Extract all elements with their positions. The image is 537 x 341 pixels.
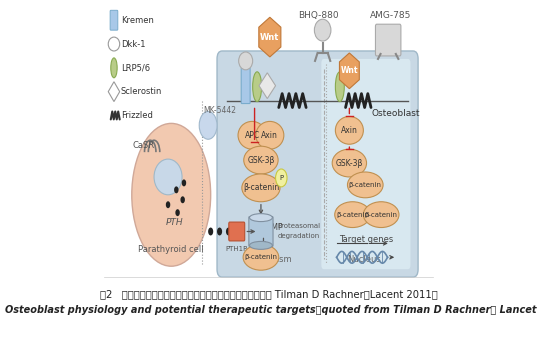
- Text: APC: APC: [244, 131, 259, 140]
- Text: β-catenin: β-catenin: [349, 182, 382, 188]
- Text: β-catenin: β-catenin: [243, 183, 279, 192]
- FancyBboxPatch shape: [241, 68, 250, 104]
- Text: Osteoblast: Osteoblast: [372, 108, 420, 118]
- Ellipse shape: [332, 149, 367, 177]
- Circle shape: [217, 227, 222, 236]
- Ellipse shape: [132, 123, 211, 266]
- Text: Nucleus: Nucleus: [347, 255, 381, 264]
- Text: BHQ-880: BHQ-880: [298, 11, 338, 20]
- Ellipse shape: [335, 202, 371, 227]
- Circle shape: [275, 169, 287, 187]
- Ellipse shape: [256, 121, 284, 149]
- Ellipse shape: [314, 19, 331, 41]
- Ellipse shape: [244, 146, 278, 174]
- Text: Target genes: Target genes: [339, 235, 394, 244]
- Text: Cytoplasm: Cytoplasm: [248, 255, 292, 264]
- Circle shape: [226, 227, 231, 236]
- Ellipse shape: [250, 214, 272, 222]
- Ellipse shape: [238, 52, 253, 70]
- Text: GSK-3β: GSK-3β: [336, 159, 363, 167]
- Text: Wnt: Wnt: [260, 33, 280, 42]
- Text: GSK-3β: GSK-3β: [247, 155, 274, 165]
- FancyBboxPatch shape: [375, 24, 401, 56]
- FancyBboxPatch shape: [321, 59, 410, 269]
- Ellipse shape: [111, 58, 117, 78]
- Circle shape: [180, 196, 185, 203]
- Ellipse shape: [336, 72, 344, 102]
- Text: LRP5/6: LRP5/6: [121, 63, 150, 72]
- Ellipse shape: [154, 159, 182, 195]
- Ellipse shape: [250, 241, 272, 249]
- Text: β-catenin: β-catenin: [365, 212, 398, 218]
- FancyBboxPatch shape: [229, 222, 245, 241]
- Text: Frizzled: Frizzled: [121, 111, 153, 120]
- Text: Parathyroid cell: Parathyroid cell: [139, 245, 204, 254]
- Text: PTH: PTH: [165, 218, 183, 227]
- Text: degradation: degradation: [278, 234, 320, 239]
- Ellipse shape: [243, 244, 279, 270]
- Text: β-catenin: β-catenin: [244, 254, 278, 260]
- Circle shape: [182, 179, 186, 187]
- Ellipse shape: [336, 116, 364, 144]
- Circle shape: [208, 227, 213, 236]
- Polygon shape: [259, 17, 281, 57]
- Ellipse shape: [238, 121, 266, 149]
- Circle shape: [166, 201, 170, 208]
- Circle shape: [176, 209, 180, 216]
- FancyBboxPatch shape: [249, 217, 273, 247]
- Text: Sclerostin: Sclerostin: [121, 87, 162, 96]
- Ellipse shape: [347, 172, 383, 198]
- Text: Dkk-1: Dkk-1: [121, 40, 146, 48]
- Text: 图2   表示成骨细胞的生理作用机制和潜在的治疗起点（转引自 Tilman D Rachner，Lacent 2011）: 图2 表示成骨细胞的生理作用机制和潜在的治疗起点（转引自 Tilman D Ra…: [100, 289, 438, 299]
- Text: Axin: Axin: [262, 131, 278, 140]
- Text: Wnt: Wnt: [340, 66, 358, 75]
- Polygon shape: [108, 82, 120, 102]
- Ellipse shape: [364, 202, 399, 227]
- Text: Proteasomal: Proteasomal: [278, 223, 321, 228]
- Ellipse shape: [253, 72, 262, 102]
- Text: AMG-785: AMG-785: [370, 11, 411, 20]
- Ellipse shape: [242, 174, 280, 202]
- Text: P: P: [279, 175, 284, 181]
- Text: Kremen: Kremen: [121, 16, 154, 25]
- Polygon shape: [339, 53, 359, 89]
- FancyBboxPatch shape: [217, 51, 418, 277]
- Text: PTH1R: PTH1R: [226, 247, 248, 252]
- Text: Fig. 2   Osteoblast physiology and potential therapeutic targets（quoted from Til: Fig. 2 Osteoblast physiology and potenti…: [0, 305, 537, 315]
- Text: cAMP: cAMP: [262, 223, 283, 232]
- Text: β-catenin: β-catenin: [336, 212, 369, 218]
- Ellipse shape: [199, 112, 217, 139]
- Ellipse shape: [108, 37, 120, 51]
- Text: MK-5442: MK-5442: [204, 105, 237, 115]
- Text: CaSR: CaSR: [133, 141, 155, 150]
- Polygon shape: [259, 73, 275, 99]
- FancyBboxPatch shape: [110, 10, 118, 30]
- Text: Axin: Axin: [341, 126, 358, 135]
- Text: PKA: PKA: [256, 255, 271, 264]
- Circle shape: [174, 187, 178, 193]
